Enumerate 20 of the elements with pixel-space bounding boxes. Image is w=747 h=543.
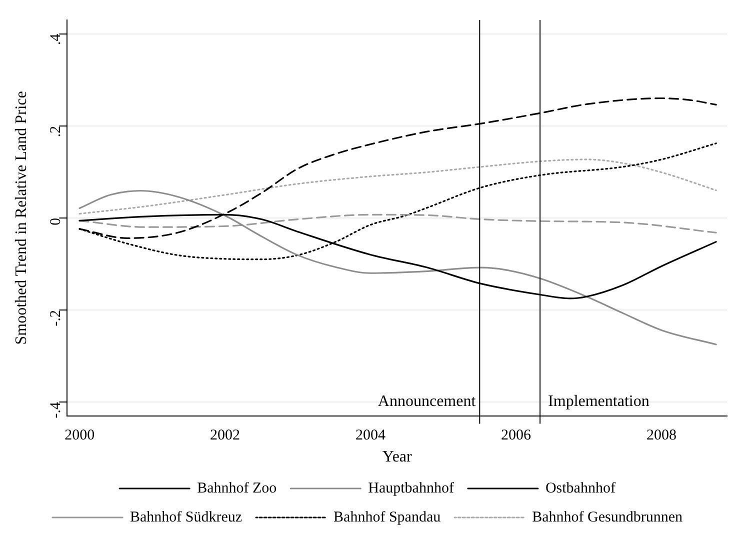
x-tick-label: 2000 <box>64 428 95 444</box>
legend-label: Bahnhof Zoo <box>197 480 277 496</box>
ref-line-label: Implementation <box>548 393 650 410</box>
x-tick-label: 2002 <box>210 428 240 444</box>
legend-label: Bahnhof Südkreuz <box>130 509 242 526</box>
x-tick-label: 2008 <box>646 428 677 444</box>
y-tick-label: -.4 <box>48 402 64 418</box>
ref-line-label: Announcement <box>378 393 476 410</box>
x-tick-label: 2004 <box>356 428 386 444</box>
legend-label: Bahnhof Spandau <box>334 509 442 526</box>
legend-label: Hauptbahnhof <box>368 480 454 496</box>
y-axis-title: Smoothed Trend in Relative Land Price <box>12 91 30 345</box>
y-tick-label: -.2 <box>48 310 64 326</box>
x-axis-title: Year <box>382 448 413 466</box>
y-tick-label: .4 <box>48 33 64 46</box>
x-tick-label: 2006 <box>501 428 532 444</box>
y-tick-label: .2 <box>48 126 64 138</box>
y-tick-label: 0 <box>48 218 64 226</box>
legend-label: Bahnhof Gesundbrunnen <box>532 509 684 526</box>
legend-label: Ostbahnhof <box>545 480 616 496</box>
